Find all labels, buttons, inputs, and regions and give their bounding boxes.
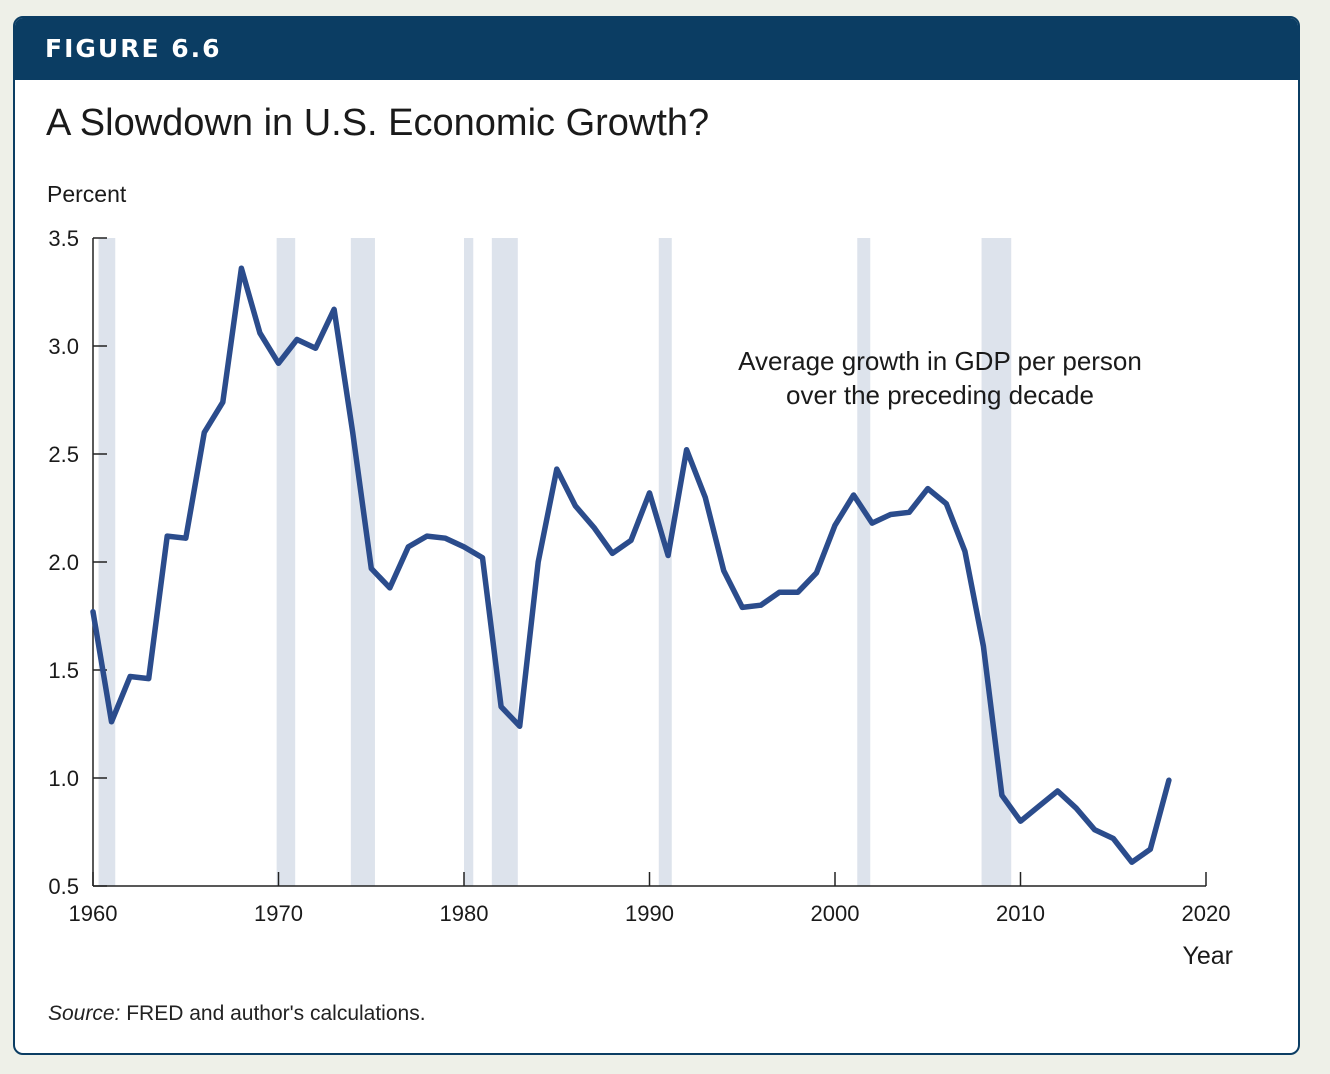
annotation-line-2: over the preceding decade (786, 380, 1094, 410)
recession-band-6 (857, 238, 871, 886)
series-line (90, 265, 1172, 865)
x-tick-label: 2010 (996, 901, 1045, 926)
y-axis-label: Percent (47, 181, 127, 207)
recession-band-5 (658, 238, 672, 886)
figure-card: FIGURE 6.6 A Slowdown in U.S. Economic G… (13, 16, 1300, 1055)
annotation-line-1: Average growth in GDP per person (738, 346, 1142, 376)
x-tick-label: 1970 (254, 901, 303, 926)
x-tick-label: 1960 (69, 901, 118, 926)
recession-bands (98, 238, 1012, 886)
x-tick-label: 2020 (1182, 901, 1231, 926)
y-tick-label: 1.0 (48, 766, 79, 791)
recession-band-1 (276, 238, 296, 886)
figure-label: FIGURE 6.6 (45, 34, 222, 63)
y-tick-label: 2.5 (48, 442, 79, 467)
y-tick-label: 1.5 (48, 658, 79, 683)
source-prefix: Source: (48, 1002, 121, 1025)
x-axis-label: Year (1182, 942, 1233, 970)
y-tick-label: 3.0 (48, 334, 79, 359)
x-tick-label: 2000 (811, 901, 860, 926)
x-tick-label: 1990 (625, 901, 674, 926)
recession-band-4 (491, 238, 518, 886)
figure-banner: FIGURE 6.6 (15, 18, 1298, 80)
y-tick-label: 0.5 (48, 874, 79, 899)
source-text: FRED and author's calculations. (120, 1002, 426, 1025)
recession-band-3 (464, 238, 474, 886)
y-tick-label: 2.0 (48, 550, 79, 575)
y-tick-label: 3.5 (48, 226, 79, 251)
x-tick-label: 1980 (440, 901, 489, 926)
source-note: Source: FRED and author's calculations. (48, 1002, 426, 1026)
chart-title: A Slowdown in U.S. Economic Growth? (46, 102, 710, 144)
recession-band-7 (981, 238, 1012, 886)
